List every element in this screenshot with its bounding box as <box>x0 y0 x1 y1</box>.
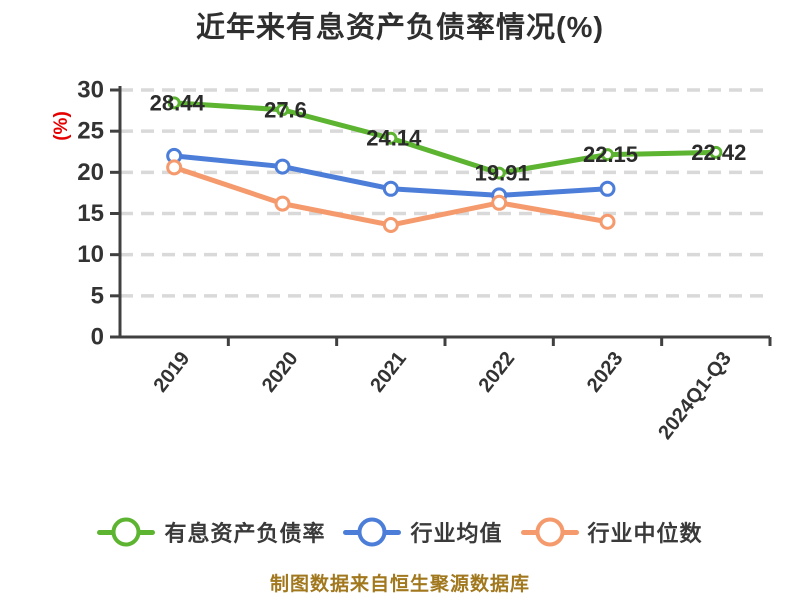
data-label: 24.14 <box>366 126 422 151</box>
series-marker <box>492 166 506 180</box>
legend-label: 行业中位数 <box>587 521 703 546</box>
y-tick-label: 0 <box>91 324 104 351</box>
data-label: 28.44 <box>150 90 206 115</box>
legend-label: 有息资产负债率 <box>164 521 326 546</box>
data-label: 27.6 <box>264 97 307 122</box>
series-marker <box>276 103 289 117</box>
y-tick-label: 5 <box>91 282 104 309</box>
x-tick-label: 2020 <box>258 348 303 397</box>
data-label: 22.15 <box>583 142 638 167</box>
y-tick-label: 25 <box>77 118 104 145</box>
series-line <box>171 100 719 176</box>
chart-title: 近年来有息资产负债率情况(%) <box>195 12 605 44</box>
series-marker <box>491 194 508 211</box>
x-tick-label: 2022 <box>475 348 520 397</box>
data-label: 22.42 <box>691 140 746 165</box>
series-marker <box>601 148 614 162</box>
series-marker <box>599 213 616 230</box>
x-tick-label: 2023 <box>583 348 628 397</box>
series-marker <box>382 217 399 234</box>
legend-item-series-0: 有息资产负债率 <box>97 516 325 548</box>
series-marker <box>274 195 291 212</box>
x-tick-label: 2021 <box>366 348 411 397</box>
series-marker <box>709 145 723 159</box>
legend-dot-icon <box>535 517 564 547</box>
legend-dot-icon <box>357 517 387 547</box>
series-marker <box>599 180 616 197</box>
chart-legend: 有息资产负债率 行业均值 行业中位数 <box>0 516 800 548</box>
legend-marker-icon <box>520 517 579 547</box>
y-tick-label: 10 <box>77 241 104 268</box>
legend-label: 行业均值 <box>410 521 503 546</box>
legend-item-series-2: 行业中位数 <box>520 516 703 548</box>
legend-marker-icon <box>97 517 156 547</box>
series-marker <box>166 159 183 176</box>
series-marker <box>167 96 181 110</box>
x-tick-label: 2019 <box>150 348 195 397</box>
series-marker <box>274 158 291 175</box>
series-marker <box>382 180 399 197</box>
legend-dot-icon <box>111 517 141 547</box>
x-tick-label: 2024Q1-Q3 <box>654 348 736 444</box>
legend-marker-icon <box>343 517 402 547</box>
series-marker <box>384 131 398 145</box>
chart-source-note: 制图数据来自恒生聚源数据库 <box>269 574 530 595</box>
y-tick-label: 15 <box>77 200 104 227</box>
y-tick-label: 20 <box>77 159 104 186</box>
legend-item-series-1: 行业均值 <box>343 516 502 548</box>
data-label: 19.91 <box>475 161 530 186</box>
y-tick-label: 30 <box>77 77 104 104</box>
